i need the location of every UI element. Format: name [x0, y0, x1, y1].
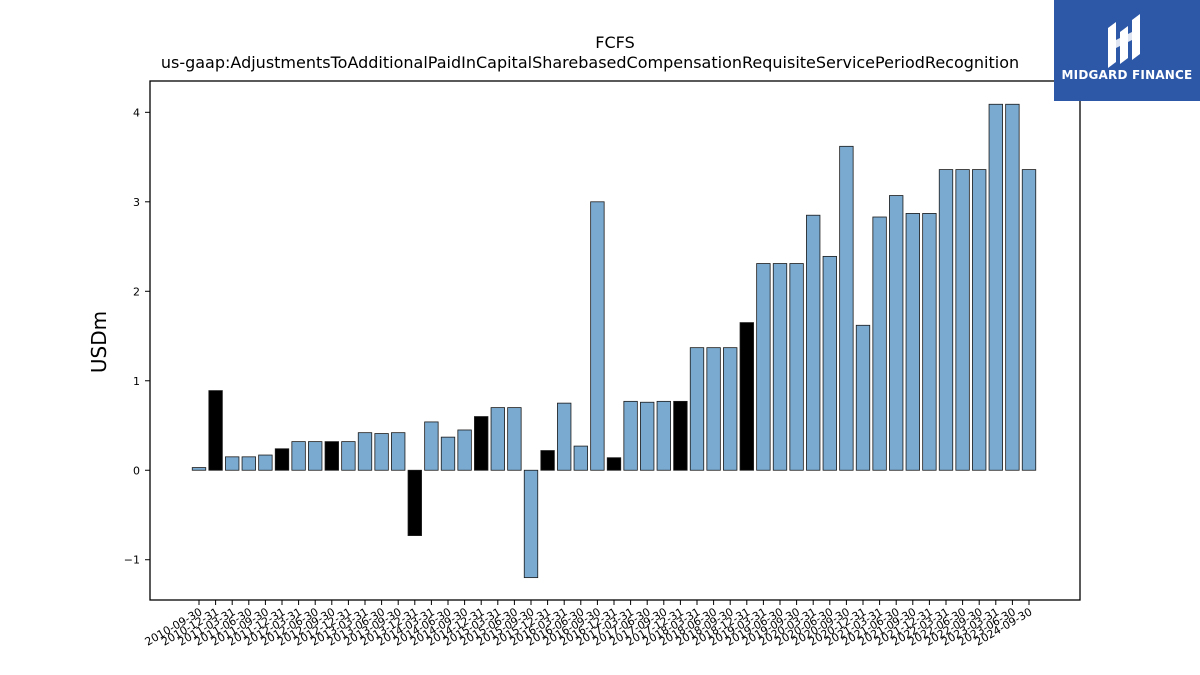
bar-2015-03-31 [490, 407, 505, 471]
logo-text: MIDGARD FINANCE [1061, 68, 1193, 82]
bar-2014-03-31 [424, 421, 439, 471]
chart-title: FCFS [595, 33, 634, 52]
bar-2012-06-30 [308, 441, 323, 471]
bar-2013-06-30 [374, 433, 389, 471]
bar-2012-09-30 [324, 441, 339, 471]
bar-2019-12-31 [806, 214, 821, 471]
y-axis-label: USDm [87, 311, 111, 373]
bar-2021-12-31 [938, 169, 954, 471]
bar-2016-12-31 [606, 457, 622, 471]
bar-2020-12-31 [872, 216, 887, 471]
bar-2015-06-30 [507, 407, 522, 471]
y-tick-label: 1 [133, 375, 140, 388]
bar-2014-06-30 [440, 436, 456, 471]
bar-2016-03-31 [557, 402, 572, 471]
bar-2017-09-30 [656, 400, 671, 471]
bar-2012-03-31 [291, 441, 306, 471]
y-axis: −1 0 1 2 3 4 [124, 106, 150, 567]
bars-group [191, 103, 1037, 579]
y-tick-label: −1 [124, 554, 140, 567]
bar-2023-06-30 [1021, 169, 1037, 471]
bar-2013-03-31 [357, 432, 373, 471]
chart-subtitle: us-gaap:AdjustmentsToAdditionalPaidInCap… [161, 53, 1019, 72]
y-tick-label: 2 [133, 285, 140, 298]
bar-2020-09-30 [855, 324, 871, 471]
bar-2011-03-31 [225, 456, 240, 471]
bar-2015-12-31 [540, 450, 555, 471]
x-axis: 2010-09-302010-12-312011-03-312011-06-30… [143, 600, 1035, 649]
bar-2016-09-30 [590, 201, 605, 471]
bar-2013-09-30 [391, 432, 406, 471]
bar-2020-06-30 [839, 145, 854, 471]
y-tick-label: 4 [133, 106, 140, 119]
bar-2010-12-31 [208, 390, 223, 471]
bar-2019-09-30 [789, 263, 804, 471]
bar-2021-09-30 [922, 213, 937, 471]
bar-2011-12-31 [274, 448, 290, 471]
bar-2019-06-30 [772, 263, 788, 471]
y-tick-label: 0 [133, 464, 140, 477]
bar-2014-09-30 [457, 429, 472, 471]
bar-2023-03-31 [1005, 103, 1020, 471]
bar-2017-03-31 [623, 400, 638, 471]
bar-2018-03-31 [689, 347, 705, 471]
bar-2022-09-30 [988, 103, 1003, 471]
bar-2019-03-31 [756, 263, 771, 471]
bar-2021-06-30 [905, 213, 920, 471]
bar-2012-12-31 [341, 441, 356, 471]
bar-2017-12-31 [673, 400, 688, 471]
midgard-finance-logo: MIDGARD FINANCE [1054, 0, 1200, 101]
plot-frame [149, 80, 1081, 601]
bar-2018-12-31 [739, 322, 754, 471]
bar-2022-03-31 [955, 169, 970, 471]
midgard-logo-icon [1108, 14, 1140, 68]
bar-2018-06-30 [706, 347, 721, 471]
bar-2014-12-31 [474, 416, 489, 471]
bar-2010-09-30 [191, 467, 207, 471]
bar-2022-06-30 [972, 169, 987, 471]
bar-2017-06-30 [640, 401, 655, 471]
y-tick-label: 3 [133, 196, 140, 209]
bar-2020-03-31 [822, 255, 837, 471]
bar-2016-06-30 [573, 445, 588, 471]
bar-2018-09-30 [723, 347, 738, 471]
bar-2013-12-31 [407, 469, 422, 536]
bar-2015-09-30 [523, 469, 539, 579]
bar-2011-06-30 [241, 456, 256, 471]
bar-2011-09-30 [258, 454, 273, 471]
bar-2021-03-31 [889, 195, 904, 471]
